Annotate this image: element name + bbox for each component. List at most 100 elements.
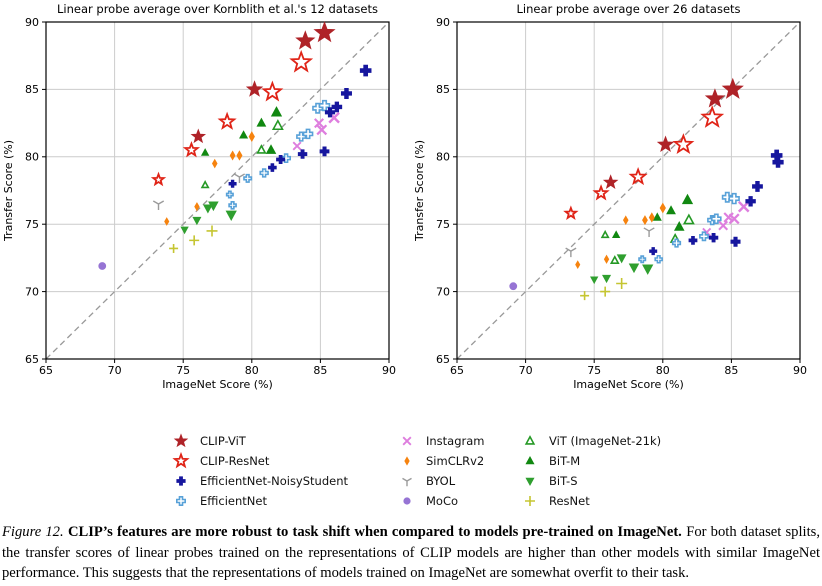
- simclrv2-point-icon: [164, 217, 170, 226]
- clip-resnet-point-icon: [217, 111, 237, 130]
- x-tick-label: 90: [382, 364, 396, 377]
- legend-item-bit-m: BiT-M: [519, 451, 661, 471]
- series-clip-vit: [190, 21, 336, 144]
- bit-m-point-icon: [611, 230, 621, 239]
- legend-label-simclrv2: SimCLRv2: [426, 454, 485, 468]
- simclrv2-point-icon: [642, 215, 648, 226]
- x-tick-label: 90: [793, 364, 807, 377]
- axes-frame: [456, 21, 801, 360]
- byol-marker-icon: [402, 477, 412, 487]
- vit-imagenet-21k-marker-icon: [524, 435, 536, 445]
- x-tick-label: 75: [587, 364, 601, 377]
- resnet-marker-icon: [525, 496, 535, 506]
- series-byol: [565, 227, 655, 258]
- vit-imagenet-21k-point-icon: [200, 180, 210, 189]
- simclrv2-point-icon: [659, 202, 666, 214]
- resnet-point-icon: [169, 243, 179, 253]
- bit-s-point-icon: [628, 263, 640, 274]
- clip-vit-point-icon: [704, 88, 726, 108]
- identity-diagonal-line: [45, 21, 390, 360]
- series-simclrv2: [575, 202, 666, 270]
- efficientnet-noisystudent-point-icon: [276, 154, 286, 164]
- bit-m-point-icon: [270, 106, 283, 117]
- y-tick-label: 75: [436, 218, 450, 231]
- series-moco: [98, 262, 107, 270]
- series-bit-s: [180, 201, 237, 235]
- legend-label-instagram: Instagram: [426, 434, 485, 448]
- clip-vit-point-icon: [721, 77, 744, 99]
- clip-vit-marker-icon: [173, 433, 189, 448]
- x-tick-label: 85: [724, 364, 738, 377]
- resnet-point-icon: [600, 286, 611, 297]
- clip-vit-point-icon: [313, 21, 336, 43]
- clip-vit-point-icon: [173, 433, 189, 448]
- x-tick-label: 65: [450, 364, 464, 377]
- series-moco: [509, 282, 518, 291]
- efficientnet-noisystudent-point-icon: [319, 146, 330, 157]
- bit-m-point-icon: [525, 455, 535, 465]
- simclrv2-point-icon: [603, 254, 610, 264]
- legend-label-vit-imagenet-21k: ViT (ImageNet-21k): [549, 434, 662, 448]
- efficientnet-noisystudent-point-icon: [730, 236, 741, 247]
- legend-item-resnet: ResNet: [519, 491, 661, 511]
- bit-s-point-icon: [225, 210, 237, 222]
- legend-item-efficientnet: EfficientNet: [170, 491, 348, 511]
- moco-point-icon: [98, 262, 107, 270]
- clip-vit-point-icon: [602, 174, 619, 189]
- clip-vit-point-icon: [245, 80, 264, 97]
- legend-item-moco: MoCo: [396, 491, 485, 511]
- efficientnet-noisystudent-point-icon: [770, 149, 783, 162]
- y-tick-label: 90: [436, 16, 450, 29]
- chart-legend: CLIP-ViT CLIP-ResNet EfficientNet-NoisyStu…: [0, 431, 822, 519]
- byol-point-icon: [402, 477, 412, 487]
- legend-item-vit-imagenet-21k: ViT (ImageNet-21k): [519, 431, 661, 451]
- y-axis-label: Transfer Score (%): [2, 140, 15, 242]
- vit-imagenet-21k-point-icon: [524, 435, 536, 445]
- efficientnet-noisystudent-point-icon: [324, 107, 336, 118]
- efficientnet-noisystudent-point-icon: [340, 87, 352, 99]
- vit-imagenet-21k-point-icon: [600, 229, 610, 239]
- vit-imagenet-21k-point-icon: [609, 255, 620, 265]
- byol-point-icon: [565, 247, 577, 258]
- series-bit-s: [590, 254, 654, 285]
- vit-imagenet-21k-point-icon: [256, 144, 267, 154]
- bit-m-point-icon: [239, 130, 249, 139]
- simclrv2-point-icon: [236, 150, 243, 161]
- vit-imagenet-21k-point-icon: [271, 119, 284, 131]
- series-vit-imagenet-21k: [200, 119, 284, 189]
- clip-vit-point-icon: [295, 30, 316, 50]
- simclrv2-point-icon: [648, 212, 655, 223]
- clip-resnet-point-icon: [628, 166, 648, 186]
- bit-s-point-icon: [202, 204, 213, 214]
- x-tick-label: 80: [656, 364, 670, 377]
- bit-s-point-icon: [180, 226, 189, 235]
- efficientnet-noisystudent-point-icon: [649, 247, 658, 256]
- x-tick-label: 85: [313, 364, 327, 377]
- efficientnet-point-icon: [728, 192, 740, 205]
- instagram-point-icon: [402, 436, 412, 446]
- clip-resnet-point-icon: [592, 184, 610, 201]
- y-tick-label: 80: [436, 151, 450, 164]
- instagram-point-icon: [292, 141, 302, 151]
- efficientnet-noisystudent-point-icon: [359, 64, 372, 77]
- simclrv2-point-icon: [211, 158, 218, 169]
- axes-frame: [45, 21, 390, 360]
- series-bit-m: [611, 193, 694, 239]
- simclrv2-marker-icon: [404, 456, 410, 466]
- series-simclrv2: [164, 131, 255, 226]
- series-bit-m: [200, 106, 283, 156]
- instagram-point-icon: [316, 124, 328, 136]
- legend-label-clip-vit: CLIP-ViT: [200, 434, 246, 448]
- legend-label-bit-m: BiT-M: [549, 454, 581, 468]
- clip-resnet-marker-icon: [172, 452, 190, 469]
- efficientnet-noisystudent-point-icon: [688, 235, 698, 245]
- bit-s-point-icon: [616, 254, 627, 264]
- efficientnet-point-icon: [721, 191, 733, 203]
- byol-point-icon: [643, 227, 655, 237]
- clip-resnet-point-icon: [261, 80, 284, 102]
- clip-resnet-point-icon: [182, 140, 201, 158]
- instagram-point-icon: [718, 220, 729, 231]
- efficientnet-point-icon: [228, 201, 237, 210]
- bit-m-point-icon: [652, 212, 662, 221]
- series-efficientnet-noisystudent: [228, 64, 372, 188]
